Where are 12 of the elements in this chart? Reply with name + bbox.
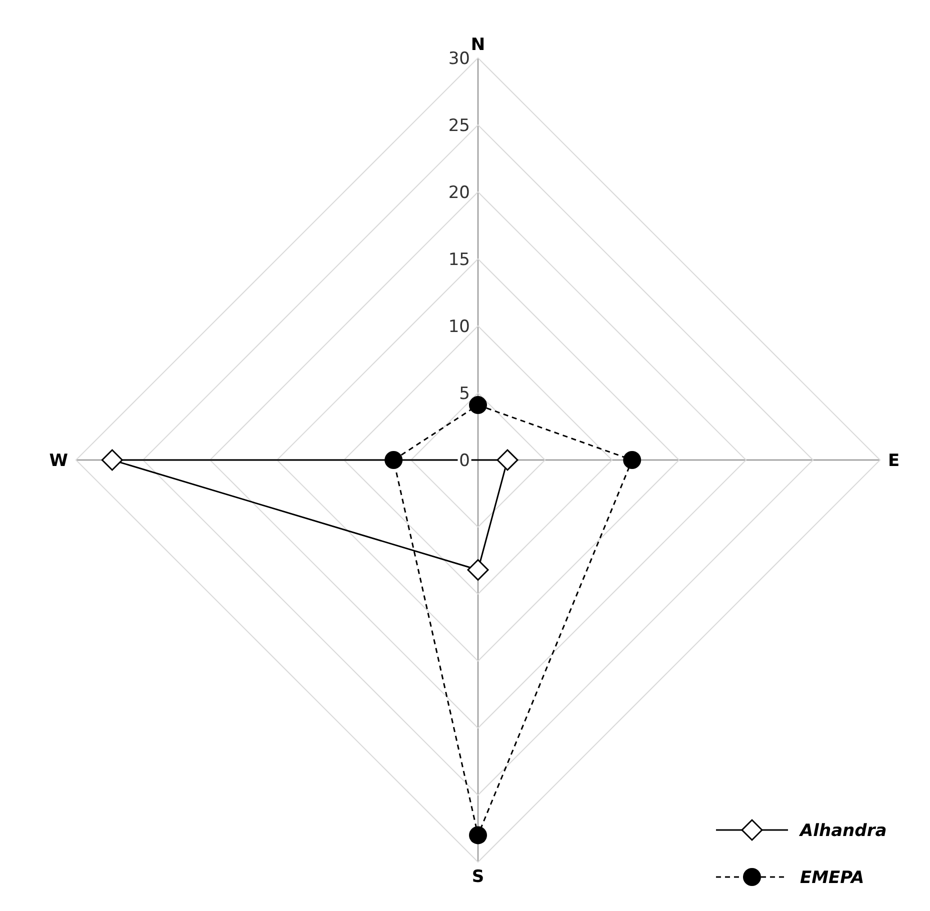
y-tick-label: 15 xyxy=(448,250,470,270)
y-tick-label: 20 xyxy=(448,182,470,203)
spoke-label: S xyxy=(472,867,484,888)
y-tick-label: 5 xyxy=(459,384,470,404)
spoke-label: E xyxy=(888,451,900,472)
y-tick-label: 25 xyxy=(448,116,470,136)
spoke-label: W xyxy=(49,451,68,472)
spoke-label: N xyxy=(470,35,486,55)
legend-label: EMEPA xyxy=(800,868,864,888)
y-tick-label: 10 xyxy=(448,316,470,337)
y-tick-label: 30 xyxy=(448,48,470,69)
legend-label: Alhandra xyxy=(798,821,887,841)
